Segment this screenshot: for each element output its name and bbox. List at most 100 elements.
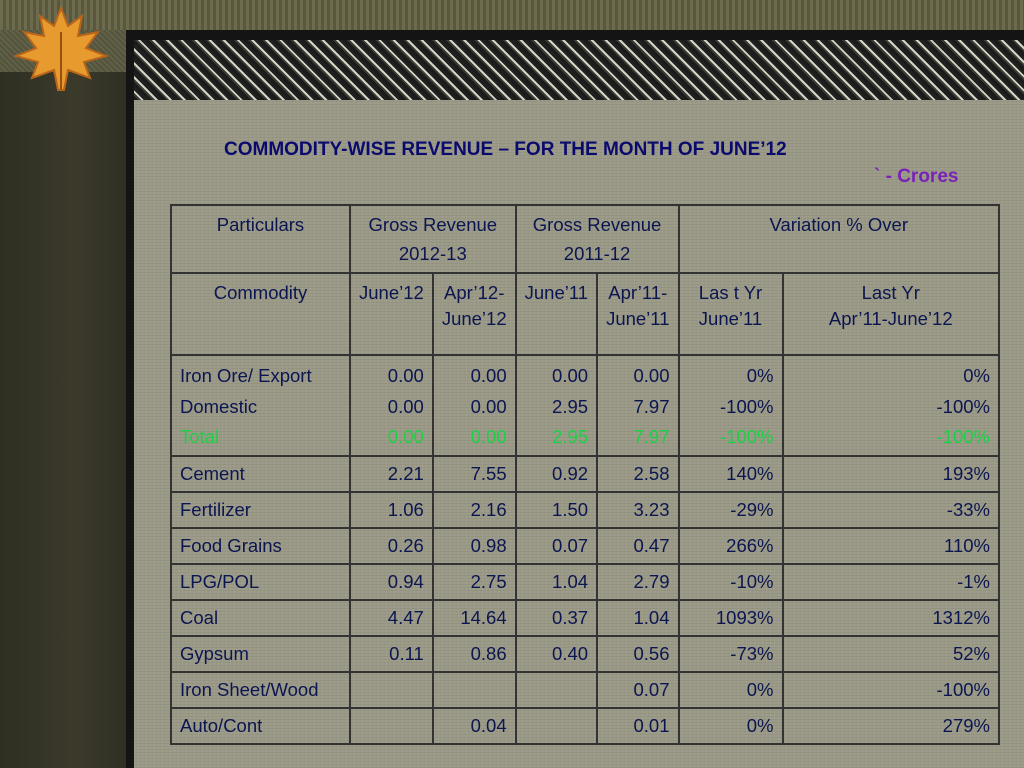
iron-ore-var-apr-june-domestic: -100% <box>936 395 990 417</box>
iron-ore-june11: 0.00 2.95 2.95 <box>514 354 599 457</box>
row-apr12-june12: 0.04 <box>431 706 517 745</box>
header-var-last-yr-label: Las t Yr <box>698 282 763 303</box>
left-border-strip <box>0 72 126 768</box>
iron-ore-var-june-domestic: -100% <box>720 395 774 417</box>
row-apr11-june11: 1.04 <box>596 598 680 637</box>
row-commodity: Iron Sheet/Wood <box>170 670 351 709</box>
header-particulars: Particulars <box>170 204 351 274</box>
row-var-apr-june: 1312% <box>781 598 1000 637</box>
maple-leaf-icon <box>12 5 110 91</box>
row-apr11-june11: 0.07 <box>596 670 680 709</box>
row-commodity: Coal <box>170 598 351 637</box>
iron-ore-june11-domestic: 2.95 <box>552 395 589 417</box>
row-var-apr-june: 52% <box>781 634 1000 673</box>
iron-ore-domestic-label: Domestic <box>180 395 258 417</box>
iron-ore-var-apr-june-total: -100% <box>936 426 990 447</box>
row-apr12-june12: 2.16 <box>431 490 517 529</box>
header-gross-2011-12: Gross Revenue 2011-12 <box>514 204 680 274</box>
row-apr12-june12: 7.55 <box>431 454 517 493</box>
row-var-june: 1093% <box>677 598 784 637</box>
top-border-strip <box>0 0 1024 30</box>
row-june11 <box>514 706 599 745</box>
header-gross-2012-13-year: 2012-13 <box>398 243 467 264</box>
iron-ore-apr12-june12: 0.00 0.00 0.00 <box>431 354 517 457</box>
table-row: Fertilizer 1.06 2.16 1.50 3.23 -29% -33% <box>170 490 1000 529</box>
header-var-last-yr-label-2: Last Yr <box>861 282 920 303</box>
header-gross-2011-12-label: Gross Revenue <box>532 214 662 235</box>
row-june12: 1.06 <box>349 490 434 529</box>
table-row: Food Grains 0.26 0.98 0.07 0.47 266% 110… <box>170 526 1000 565</box>
row-commodity: LPG/POL <box>170 562 351 601</box>
table-row: Coal 4.47 14.64 0.37 1.04 1093% 1312% <box>170 598 1000 637</box>
row-apr11-june11: 3.23 <box>596 490 680 529</box>
table-row: Auto/Cont 0.04 0.01 0% 279% <box>170 706 1000 745</box>
row-june12: 0.11 <box>349 634 434 673</box>
iron-ore-apr12-june12-domestic: 0.00 <box>470 395 507 417</box>
header-apr12-june12: Apr’12-June’12 <box>431 272 517 356</box>
iron-ore-var-apr-june-export: 0% <box>963 365 990 386</box>
iron-ore-apr11-june11-domestic: 7.97 <box>633 395 670 417</box>
iron-ore-june11-export: 0.00 <box>552 365 589 386</box>
iron-ore-var-june-export: 0% <box>746 365 774 386</box>
row-var-june: -29% <box>677 490 784 529</box>
row-commodity: Cement <box>170 454 351 493</box>
row-june11: 0.40 <box>514 634 599 673</box>
iron-ore-june12-domestic: 0.00 <box>387 395 424 417</box>
decorative-band <box>134 40 1024 100</box>
header-gross-2012-13-label: Gross Revenue <box>368 214 498 235</box>
header-commodity: Commodity <box>170 272 351 356</box>
header-gross-2011-12-year: 2011-12 <box>563 243 631 264</box>
row-june12: 0.26 <box>349 526 434 565</box>
header-june11: June’11 <box>514 272 599 356</box>
iron-ore-june12-export: 0.00 <box>387 365 424 386</box>
row-var-june: -10% <box>677 562 784 601</box>
header-variation: Variation % Over <box>677 204 1000 274</box>
row-var-apr-june: -33% <box>781 490 1000 529</box>
iron-ore-var-june: 0% -100% -100% <box>677 354 784 457</box>
row-apr11-june11: 0.47 <box>596 526 680 565</box>
row-june12: 2.21 <box>349 454 434 493</box>
row-june12: 4.47 <box>349 598 434 637</box>
header-june12: June’12 <box>349 272 434 356</box>
iron-ore-june12: 0.00 0.00 0.00 <box>349 354 434 457</box>
row-commodity: Food Grains <box>170 526 351 565</box>
table-subheader-row: Commodity June’12 Apr’12-June’12 June’11… <box>170 272 1000 356</box>
row-june12 <box>349 706 434 745</box>
header-var-last-yr-june: Las t Yr June’11 <box>677 272 784 356</box>
row-var-june: -73% <box>677 634 784 673</box>
row-var-apr-june: 193% <box>781 454 1000 493</box>
row-apr12-june12 <box>431 670 517 709</box>
row-june12: 0.94 <box>349 562 434 601</box>
revenue-table: Particulars Gross Revenue 2012-13 Gross … <box>170 204 1000 745</box>
row-apr11-june11: 2.58 <box>596 454 680 493</box>
row-apr12-june12: 0.98 <box>431 526 517 565</box>
header-var-june11: June’11 <box>698 308 763 329</box>
row-apr12-june12: 14.64 <box>431 598 517 637</box>
row-apr11-june11: 0.01 <box>596 706 680 745</box>
row-var-june: 0% <box>677 706 784 745</box>
row-june11: 1.50 <box>514 490 599 529</box>
iron-ore-june12-total: 0.00 <box>387 426 424 447</box>
iron-ore-var-apr-june: 0% -100% -100% <box>781 354 1000 457</box>
row-apr12-june12: 2.75 <box>431 562 517 601</box>
row-june11 <box>514 670 599 709</box>
row-var-apr-june: -100% <box>781 670 1000 709</box>
iron-ore-june11-total: 2.95 <box>552 426 589 447</box>
iron-ore-var-june-total: -100% <box>720 426 774 447</box>
row-june11: 1.04 <box>514 562 599 601</box>
row-apr11-june11: 2.79 <box>596 562 680 601</box>
units-label: ` - Crores <box>874 166 959 187</box>
iron-ore-apr11-june11-total: 7.97 <box>633 426 670 447</box>
row-june12 <box>349 670 434 709</box>
row-commodity: Gypsum <box>170 634 351 673</box>
row-var-june: 140% <box>677 454 784 493</box>
table-row: Gypsum 0.11 0.86 0.40 0.56 -73% 52% <box>170 634 1000 673</box>
row-apr12-june12: 0.86 <box>431 634 517 673</box>
row-june11: 0.07 <box>514 526 599 565</box>
iron-ore-export-label: Iron Ore/ Export <box>180 365 312 386</box>
row-var-june: 0% <box>677 670 784 709</box>
table-row-iron-ore: Iron Ore/ Export Domestic Total 0.00 0.0… <box>170 354 1000 457</box>
row-var-apr-june: -1% <box>781 562 1000 601</box>
row-apr11-june11: 0.56 <box>596 634 680 673</box>
row-june11: 0.37 <box>514 598 599 637</box>
